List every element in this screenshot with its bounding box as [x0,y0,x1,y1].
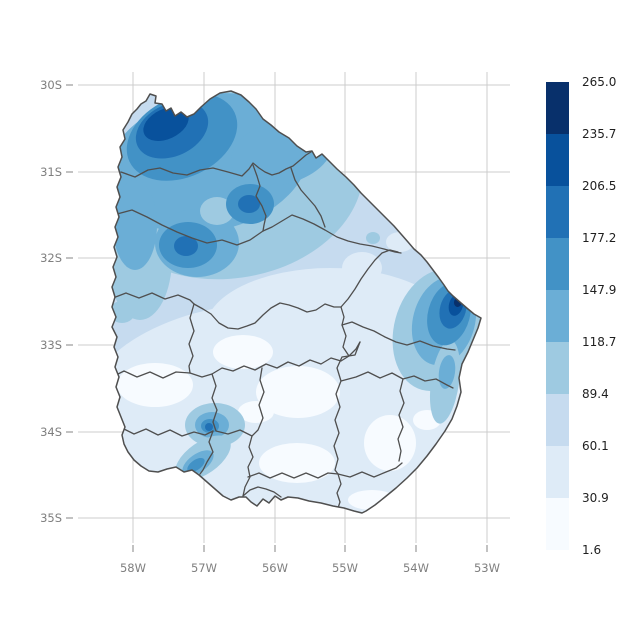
contour-band [187,457,205,473]
y-tick-label-33s: 33S [40,338,62,352]
colorbar-tick-label: 206.5 [582,179,616,193]
dept-border [397,378,405,462]
dept-border [211,367,265,437]
dept-border [193,249,399,330]
colorbar-band [546,82,569,134]
dept-border [341,324,350,357]
dept-border [247,472,339,479]
y-axis-labels: 30S 31S 32S 33S 34S 35S [40,78,62,525]
contour-band [174,236,198,256]
contour-band [238,195,260,213]
dept-border [337,462,403,478]
contour-band [117,363,193,407]
dept-border [112,370,191,379]
colorbar-tick-label: 1.6 [582,543,601,557]
colorbar-tick-label: 89.4 [582,387,609,401]
contour-band [438,355,456,389]
dept-border [112,292,195,305]
dept-border [199,430,214,475]
colorbar-band [546,498,569,550]
colorbar-tick-label: 30.9 [582,491,609,505]
dept-border [242,486,282,498]
colorbar-band [546,394,569,446]
colorbar-legend: 265.0 235.7 206.5 177.2 147.9 118.7 89.4… [546,75,616,557]
dept-border [112,427,214,437]
uruguay-outline [111,90,482,514]
colorbar-band [546,134,569,186]
dept-border [188,303,195,374]
dept-border [189,341,361,378]
contour-band [113,180,157,270]
contour-band [364,415,416,471]
colorbar-band [546,446,569,498]
y-tick-label-34s: 34S [40,425,62,439]
contour-band [213,335,273,369]
dept-border [333,341,361,475]
x-tick-label-55w: 55W [332,561,358,575]
x-tick-label-58w: 58W [120,561,146,575]
colorbar-band [546,186,569,238]
dept-border [120,151,312,178]
x-tick-label-56w: 56W [262,561,288,575]
colorbar-band [546,290,569,342]
x-axis-labels: 58W 57W 56W 55W 54W 53W [120,561,500,575]
contour-band-nw-max [143,107,189,141]
colorbar-band [546,238,569,290]
x-tick-label-53w: 53W [474,561,500,575]
contour-band [256,366,340,418]
colorbar-tick-label: 60.1 [582,439,609,453]
y-tick-label-32s: 32S [40,251,62,265]
contour-band [366,232,380,244]
contour-pocket [200,197,234,225]
colorbar-tick-label: 265.0 [582,75,616,89]
contour-band [386,232,414,252]
y-tick-label-31s: 31S [40,165,62,179]
y-tick-label-35s: 35S [40,511,62,525]
colorbar-tick-label: 235.7 [582,127,616,141]
y-tick-label-30s: 30S [40,78,62,92]
contour-band [342,252,382,284]
dept-border [290,167,326,228]
dept-border [116,209,264,246]
colorbar-tick-label: 147.9 [582,283,616,297]
department-boundaries [112,151,456,509]
colorbar-tick-label: 177.2 [582,231,616,245]
dept-border [252,164,267,232]
x-tick-label-57w: 57W [191,561,217,575]
contour-fill-layers [112,91,481,513]
contour-band [259,443,335,483]
colorbar-tick-label: 118.7 [582,335,616,349]
dept-border [336,473,342,509]
contour-band [205,423,213,431]
colorbar-band [546,342,569,394]
dept-border [242,435,254,497]
axis-ticks [66,84,488,552]
dept-border [262,214,402,254]
contour-band [238,401,274,423]
x-tick-label-54w: 54W [403,561,429,575]
